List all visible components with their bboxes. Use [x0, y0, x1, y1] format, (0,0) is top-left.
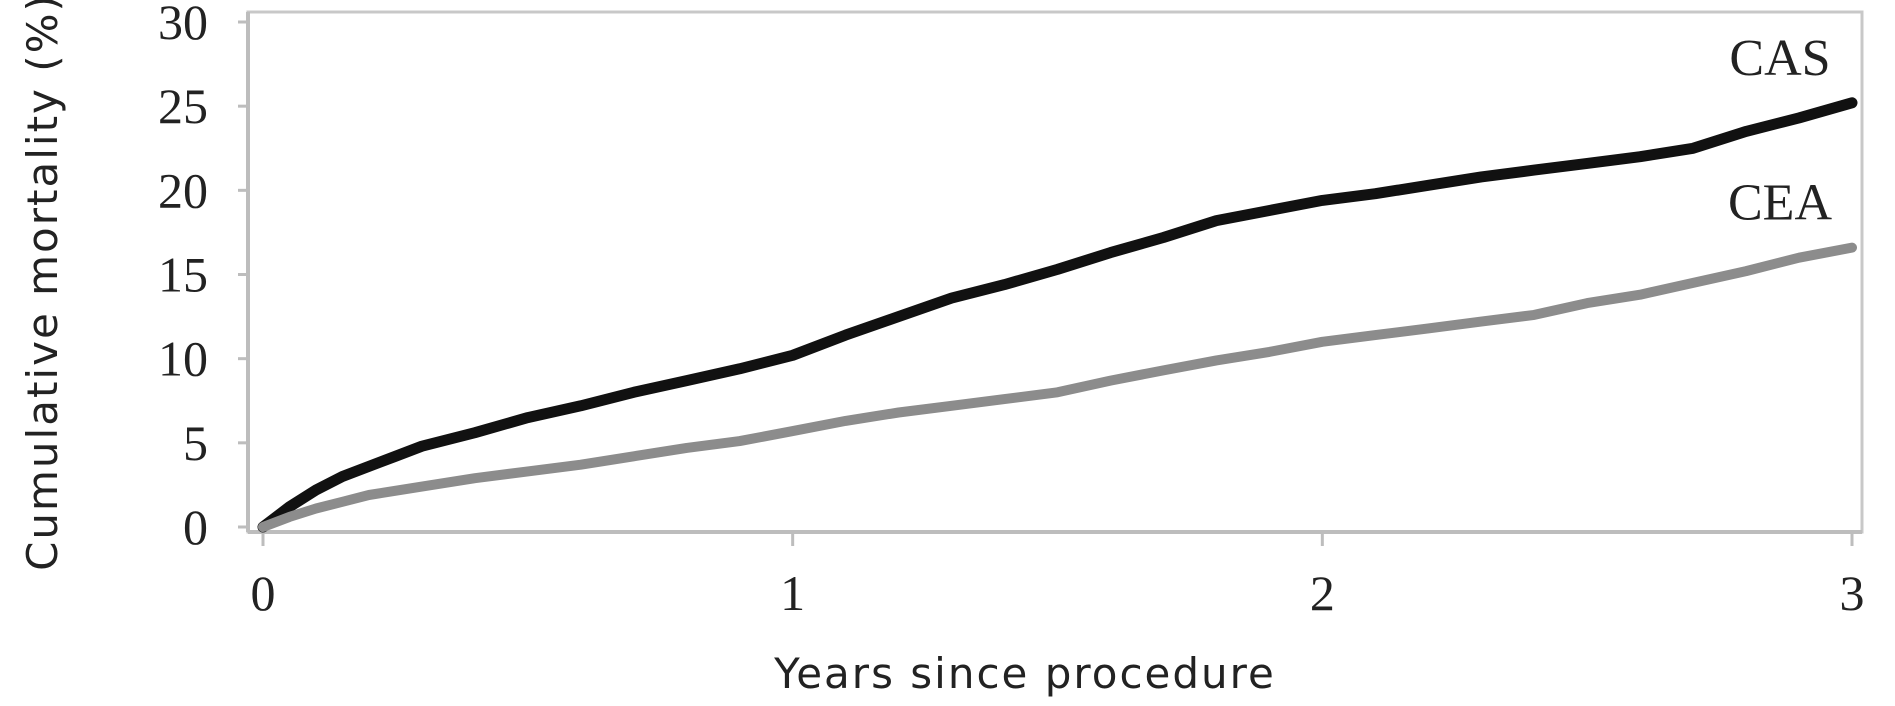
- y-axis-title: Cumulative mortality (%): [18, 0, 67, 571]
- x-tick-label: 2: [1310, 565, 1335, 621]
- y-tick-label: 30: [158, 0, 208, 50]
- y-tick-label: 0: [183, 499, 208, 555]
- x-tick-label: 1: [780, 565, 805, 621]
- series-label-cea: CEA: [1728, 175, 1832, 232]
- y-tick-label: 20: [158, 162, 208, 218]
- series-lines: [257, 97, 1858, 533]
- y-tick-label: 15: [158, 247, 208, 303]
- x-tick-label: 3: [1840, 565, 1865, 621]
- y-tick-label: 25: [158, 78, 208, 134]
- x-tick-label: 0: [251, 565, 276, 621]
- x-axis-title: Years since procedure: [773, 649, 1276, 698]
- x-axis-ticks: 0 1 2 3: [251, 532, 1865, 621]
- y-tick-label: 10: [158, 331, 208, 387]
- plot-frame: [246, 10, 1864, 534]
- y-axis-ticks: 0 5 10 15 20 25 30: [158, 0, 248, 555]
- series-line-cas: [257, 97, 1858, 533]
- series-label-cas: CAS: [1729, 30, 1830, 87]
- series-line-cea: [258, 242, 1857, 532]
- series-labels: CAS CEA: [1728, 30, 1832, 232]
- y-tick-label: 5: [183, 415, 208, 471]
